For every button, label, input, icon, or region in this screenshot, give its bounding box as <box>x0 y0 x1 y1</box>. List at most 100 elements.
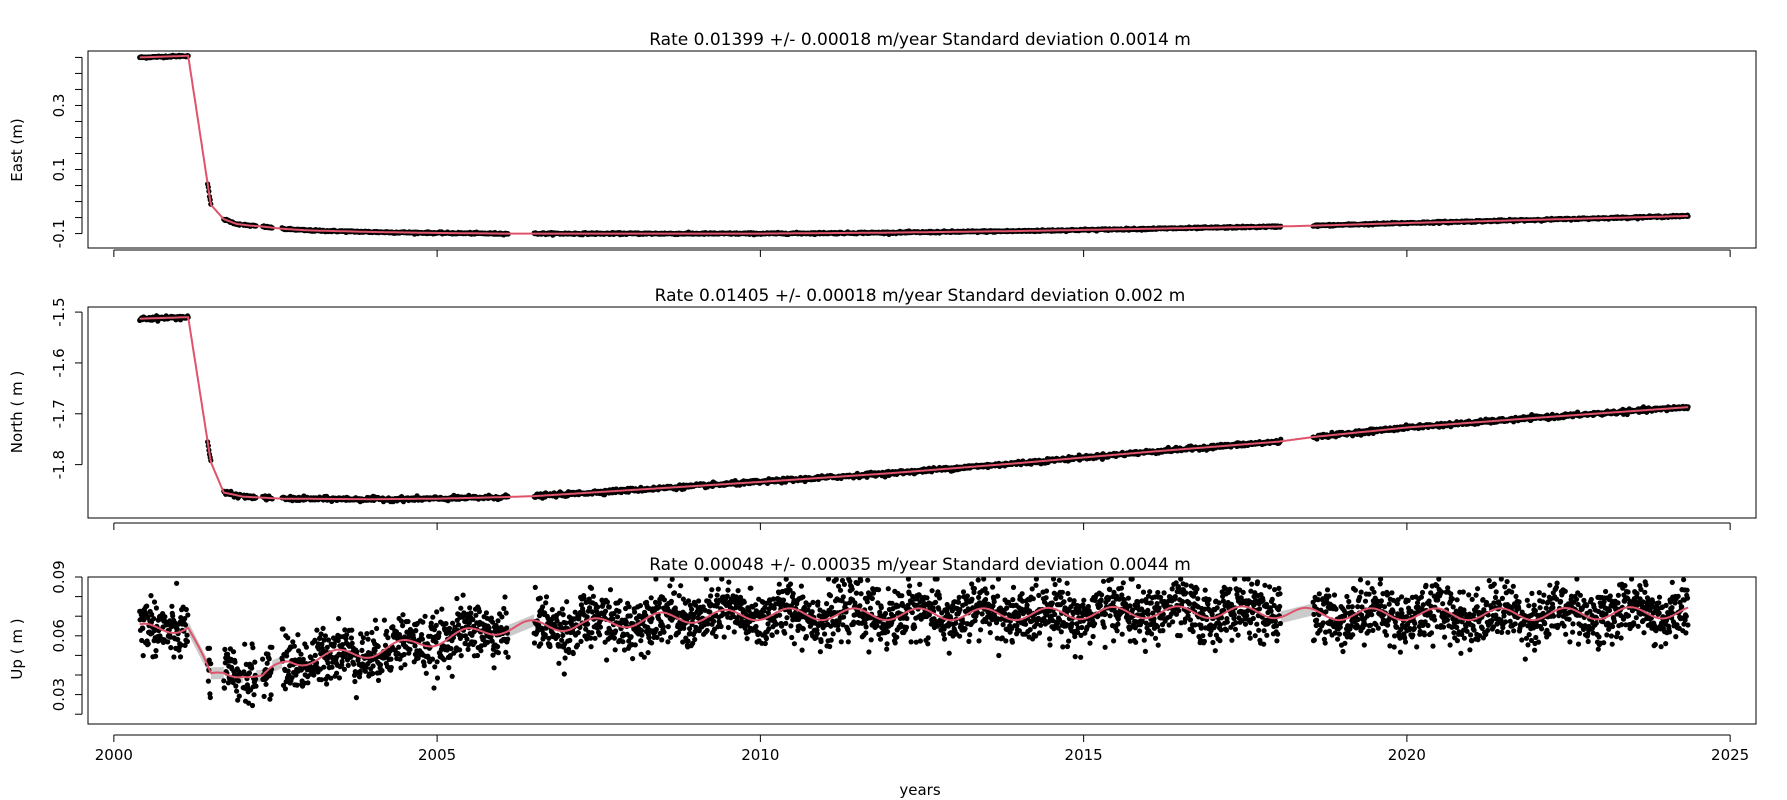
data-point <box>151 599 158 605</box>
data-point <box>285 635 291 641</box>
data-point <box>336 616 342 622</box>
data-point <box>266 656 272 662</box>
data-point <box>184 632 190 638</box>
up-ylabel: Up ( m ) <box>8 618 26 679</box>
up-title: Rate 0.00048 +/- 0.00035 m/year Standard… <box>649 555 1191 575</box>
east-panel: Rate 0.01399 +/- 0.00018 m/year Standard… <box>8 30 1757 257</box>
data-point <box>291 643 297 649</box>
data-point <box>169 603 175 609</box>
data-point <box>312 652 318 659</box>
data-point <box>260 656 266 662</box>
data-point <box>232 659 238 665</box>
data-point <box>234 688 240 694</box>
data-point <box>334 670 340 676</box>
data-point <box>250 645 256 651</box>
data-point <box>184 638 190 645</box>
data-point <box>162 614 168 620</box>
y-tick-label: 0.1 <box>50 158 68 182</box>
data-point <box>185 612 191 618</box>
data-point <box>325 660 331 666</box>
data-point <box>233 683 239 689</box>
data-point <box>145 641 151 647</box>
data-point <box>205 678 211 684</box>
east-title: Rate 0.01399 +/- 0.00018 m/year Standard… <box>649 30 1191 50</box>
data-point <box>295 632 301 638</box>
data-point <box>348 635 354 641</box>
data-point <box>174 626 180 632</box>
data-point <box>242 641 248 647</box>
data-point <box>153 648 159 654</box>
x-tick-label: 2010 <box>741 746 779 764</box>
data-point <box>253 683 259 689</box>
data-point <box>261 693 267 700</box>
data-point <box>144 603 150 609</box>
data-point <box>294 682 300 688</box>
data-point <box>249 665 255 671</box>
data-point <box>269 644 275 650</box>
data-point <box>314 627 320 633</box>
data-point <box>305 680 311 686</box>
data-point <box>208 661 214 667</box>
data-point <box>353 695 359 701</box>
data-point <box>153 605 159 611</box>
y-tick-label: 0.06 <box>50 619 68 652</box>
data-point <box>221 685 228 691</box>
y-tick-label: -1.7 <box>50 399 68 428</box>
data-point <box>165 639 171 645</box>
x-tick-label: 2015 <box>1065 746 1103 764</box>
data-point <box>140 653 146 659</box>
data-point <box>251 692 257 698</box>
data-point <box>230 649 237 655</box>
east-ylabel: East (m) <box>8 118 26 181</box>
data-point <box>321 664 327 670</box>
data-point <box>207 694 213 701</box>
data-point <box>171 654 177 660</box>
data-point <box>324 681 330 687</box>
data-point <box>351 661 357 667</box>
data-point <box>298 651 304 657</box>
y-tick-label: 0.09 <box>50 560 68 593</box>
data-point <box>221 678 227 684</box>
east-plot: -0.10.10.3 <box>50 50 1757 257</box>
data-point <box>329 664 335 670</box>
data-point <box>170 613 176 619</box>
data-point <box>336 675 342 681</box>
data-point <box>140 625 146 632</box>
x-tick-label: 2005 <box>418 746 456 764</box>
data-point <box>183 606 189 613</box>
y-tick-label: -1.8 <box>50 450 68 479</box>
data-point <box>352 678 358 685</box>
y-tick-label: -1.5 <box>50 297 68 326</box>
data-point <box>222 646 228 653</box>
data-point <box>263 681 269 687</box>
data-point <box>148 593 154 599</box>
y-tick-label: 0.03 <box>50 678 68 711</box>
x-tick-label: 2020 <box>1388 746 1426 764</box>
data-point <box>246 670 252 676</box>
data-point <box>168 645 174 651</box>
x-tick-label: 2000 <box>95 746 133 764</box>
data-point <box>206 645 213 651</box>
data-point <box>268 692 274 698</box>
data-point <box>177 654 184 660</box>
data-point <box>322 633 328 639</box>
data-point <box>235 678 242 684</box>
data-point <box>153 653 159 659</box>
data-point <box>282 686 288 692</box>
data-point <box>182 622 189 628</box>
data-point <box>349 640 355 646</box>
data-point <box>252 659 258 665</box>
data-point <box>280 626 286 632</box>
y-tick-label: -0.1 <box>50 219 68 248</box>
data-point <box>236 693 242 699</box>
data-point <box>249 702 256 709</box>
data-point <box>345 662 351 669</box>
x-tick-label: 2025 <box>1711 746 1749 764</box>
data-point <box>174 580 180 586</box>
north-title: Rate 0.01405 +/- 0.00018 m/year Standard… <box>655 286 1186 306</box>
data-point <box>341 666 347 672</box>
data-point <box>311 672 317 678</box>
data-point <box>349 627 355 633</box>
